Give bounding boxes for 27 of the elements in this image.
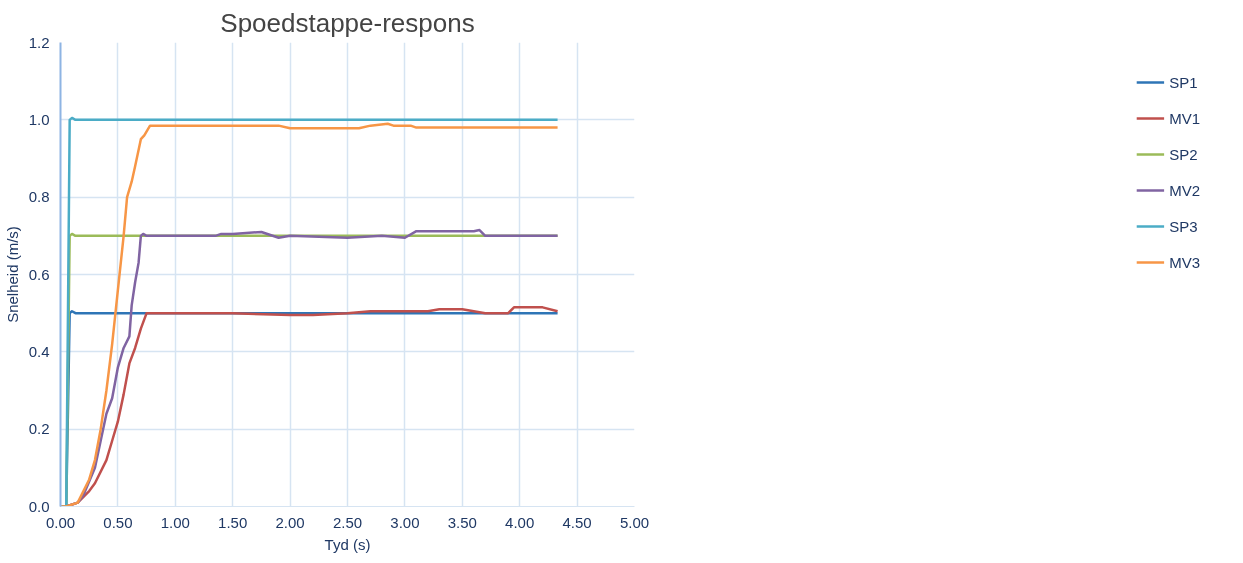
y-axis-title: Snelheid (m/s) — [3, 226, 21, 323]
chart-title: Spoedstappe-respons — [220, 7, 475, 38]
x-tick-label: 1.00 — [160, 513, 190, 531]
legend-label: MV3 — [1169, 253, 1200, 271]
x-tick-label: 3.50 — [447, 513, 477, 531]
legend-label: MV2 — [1169, 181, 1200, 199]
x-axis-title: Tyd (s) — [324, 535, 371, 553]
x-tick-label: 0.00 — [45, 513, 76, 531]
legend-label: SP3 — [1169, 217, 1198, 235]
x-tick-label: 3.00 — [390, 513, 420, 531]
y-tick-label: 0.0 — [28, 497, 50, 515]
y-tick-label: 0.2 — [28, 420, 50, 438]
y-tick-label: 1.2 — [28, 33, 50, 51]
x-tick-label: 2.00 — [275, 513, 305, 531]
legend-label: SP2 — [1169, 145, 1198, 163]
legend-label: SP1 — [1169, 73, 1198, 91]
y-tick-label: 0.8 — [28, 188, 50, 206]
y-tick-label: 0.6 — [28, 265, 50, 283]
y-tick-label: 0.4 — [28, 342, 50, 360]
x-tick-label: 4.50 — [562, 513, 592, 531]
x-tick-label: 4.00 — [505, 513, 535, 531]
x-tick-label: 0.50 — [103, 513, 133, 531]
y-tick-label: 1.0 — [28, 110, 50, 128]
x-tick-label: 2.50 — [332, 513, 363, 531]
legend-label: MV1 — [1169, 109, 1200, 127]
x-tick-label: 5.00 — [619, 513, 650, 531]
x-tick-label: 1.50 — [218, 513, 248, 531]
